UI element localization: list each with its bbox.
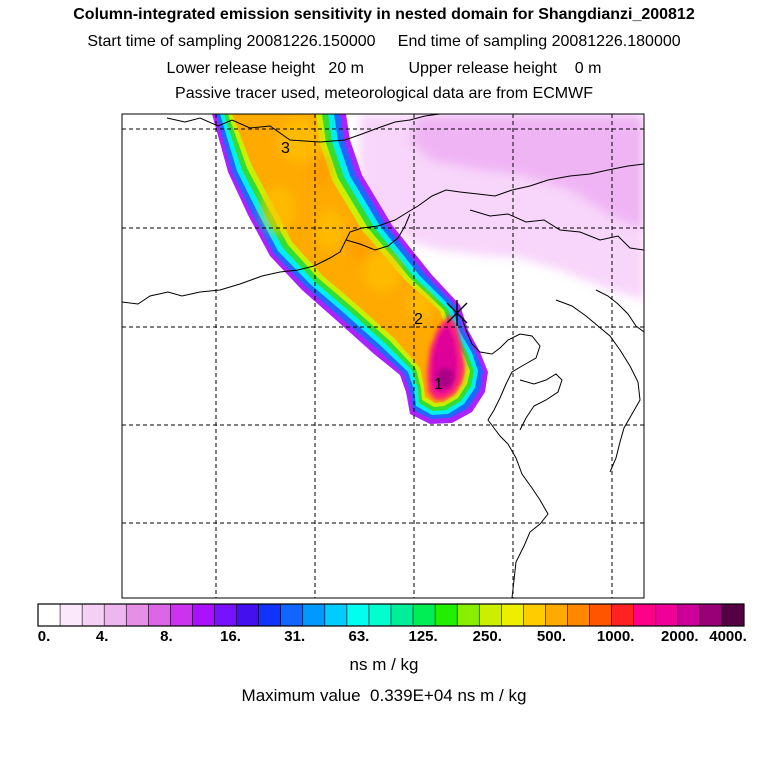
sampling-time-line: Start time of sampling 20081226.150000 E… [87, 33, 681, 50]
colorbar-tick-label: 250. [472, 628, 502, 645]
colorbar-swatch [170, 604, 193, 626]
coastline-interior [469, 209, 644, 251]
colorbar-swatch [457, 604, 480, 626]
colorbar-swatch [104, 604, 127, 626]
colorbar-swatch [148, 604, 171, 626]
receptor-marker [446, 300, 468, 326]
colorbar-swatch [699, 604, 723, 626]
coastline-bay [519, 373, 563, 431]
coastline-north [166, 114, 441, 143]
colorbar-units: ns m / kg [349, 655, 419, 674]
colorbar-swatch [391, 604, 414, 626]
colorbar-tick-label: 4000. [709, 628, 747, 645]
chart-title: Column-integrated emission sensitivity i… [73, 6, 695, 23]
colorbar-swatch [567, 604, 591, 626]
colorbar-tick-label: 8. [160, 628, 173, 645]
colorbar-swatch [545, 604, 568, 626]
colorbar-swatch [302, 604, 326, 626]
colorbar-swatch [280, 604, 304, 626]
colorbar-swatch [60, 604, 83, 626]
colorbar-swatch [258, 604, 282, 626]
colorbar-swatch [611, 604, 635, 626]
colorbar-swatch [435, 604, 458, 626]
marker-label-3: 3 [281, 140, 290, 157]
colorbar-swatch [368, 604, 392, 626]
tracer-info-line: Passive tracer used, meteorological data… [175, 85, 593, 102]
coastline-inner [345, 213, 411, 251]
near-receptor-peak [427, 314, 465, 400]
colorbar-swatch [501, 604, 524, 626]
colorbar-tick-label: 63. [348, 628, 370, 645]
colorbar-swatch [324, 604, 348, 626]
colorbar-tick-label: 125. [408, 628, 438, 645]
peak-core [436, 368, 454, 388]
colorbar-swatch [633, 604, 657, 626]
maximum-value-label: Maximum value 0.339E+04 ns m / kg [241, 686, 527, 705]
colorbar-swatch [523, 604, 546, 626]
colorbar-frame [37, 603, 745, 627]
colorbar-swatch [38, 604, 61, 626]
coastline-west [122, 163, 644, 305]
colorbar-tick-label: 1000. [596, 628, 635, 645]
coastline-islands [595, 289, 644, 333]
release-height-line: Lower release height 20 m Upper release … [166, 60, 602, 77]
colorbar-swatch [236, 604, 260, 626]
marker-label-1: 1 [434, 376, 443, 393]
colorbar-swatch [126, 604, 149, 626]
coastline-east [461, 317, 549, 598]
colorbar-swatch [192, 604, 215, 626]
colorbar [37, 603, 745, 627]
colorbar-tick-label: 2000. [661, 628, 699, 645]
coastline-korea [555, 299, 641, 473]
colorbar-swatch [655, 604, 679, 626]
map-frame [121, 113, 645, 599]
marker-label-2: 2 [414, 311, 423, 328]
map-area: 1 2 3 [122, 114, 644, 598]
upper-plume [360, 114, 644, 300]
colorbar-swatch [82, 604, 105, 626]
colorbar-tick-label: 500. [536, 628, 567, 645]
plume-violet [410, 114, 644, 230]
colorbar-tick-label: 16. [220, 628, 241, 645]
orange-texture [262, 118, 432, 319]
colorbar-swatch [346, 604, 370, 626]
grid-lines [122, 114, 644, 598]
colorbar-tick-label: 4. [95, 628, 109, 645]
plume-orange [232, 114, 465, 403]
colorbar-tick-label: 31. [284, 628, 306, 645]
colorbar-swatch [479, 604, 502, 626]
colorbar-swatch [413, 604, 436, 626]
colorbar-swatch [721, 604, 745, 626]
colorbar-tick-label: 0. [37, 628, 51, 645]
colorbar-swatch [677, 604, 701, 626]
colorbar-swatch [214, 604, 238, 626]
coastlines [122, 114, 644, 598]
colorbar-swatch [589, 604, 613, 626]
